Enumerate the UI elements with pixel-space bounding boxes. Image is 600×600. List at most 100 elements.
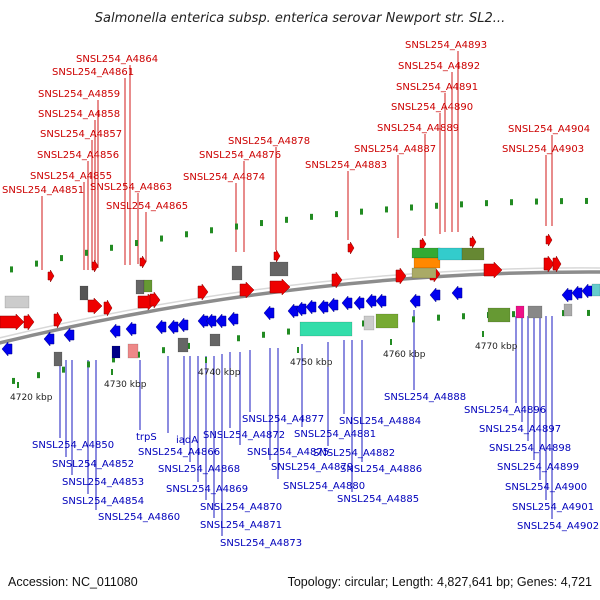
feature-box[interactable]: [413, 257, 441, 269]
reverse-gene-label[interactable]: SNSL254_A4881: [294, 429, 376, 440]
reverse-gene-arrow[interactable]: [215, 313, 227, 329]
reverse-gene-label[interactable]: SNSL254_A4884: [339, 416, 421, 427]
reverse-gene-arrow[interactable]: [409, 293, 421, 309]
feature-box[interactable]: [563, 303, 573, 317]
forward-gene-arrow[interactable]: [552, 255, 562, 273]
reverse-gene-label[interactable]: SNSL254_A4860: [98, 512, 180, 523]
feature-box[interactable]: [143, 279, 153, 293]
feature-box[interactable]: [461, 247, 485, 261]
forward-gene-arrow[interactable]: [0, 313, 25, 331]
forward-gene-label[interactable]: SNSL254_A4883: [305, 160, 387, 171]
forward-gene-label[interactable]: SNSL254_A4890: [391, 102, 473, 113]
forward-gene-label[interactable]: SNSL254_A4887: [354, 144, 436, 155]
reverse-gene-label[interactable]: SNSL254_A4880: [283, 481, 365, 492]
reverse-gene-label[interactable]: SNSL254_A4871: [200, 520, 282, 531]
reverse-gene-label[interactable]: SNSL254_A4901: [512, 502, 594, 513]
feature-box[interactable]: [527, 305, 543, 319]
forward-gene-arrow[interactable]: [347, 241, 355, 255]
reverse-gene-label[interactable]: SNSL254_A4877: [242, 414, 324, 425]
reverse-gene-label[interactable]: SNSL254_A4850: [32, 440, 114, 451]
feature-box[interactable]: [363, 315, 375, 331]
reverse-gene-arrow[interactable]: [287, 303, 299, 319]
reverse-gene-arrow[interactable]: [375, 293, 387, 309]
reverse-gene-arrow[interactable]: [561, 287, 573, 303]
feature-box[interactable]: [299, 321, 353, 337]
reverse-gene-label[interactable]: SNSL254_A4899: [497, 462, 579, 473]
forward-gene-label[interactable]: SNSL254_A4855: [30, 171, 112, 182]
reverse-gene-label[interactable]: SNSL254_A4888: [384, 392, 466, 403]
reverse-gene-label[interactable]: SNSL254_A4898: [489, 443, 571, 454]
reverse-gene-arrow[interactable]: [353, 295, 365, 311]
feature-box[interactable]: [515, 305, 525, 319]
reverse-gene-arrow[interactable]: [263, 305, 275, 321]
reverse-gene-label[interactable]: SNSL254_A4869: [166, 484, 248, 495]
reverse-gene-arrow[interactable]: [227, 311, 239, 327]
reverse-gene-arrow[interactable]: [365, 293, 377, 309]
forward-gene-label[interactable]: SNSL254_A4851: [2, 185, 84, 196]
reverse-gene-label[interactable]: SNSL254_A4897: [479, 424, 561, 435]
reverse-gene-arrow[interactable]: [109, 323, 121, 339]
forward-gene-arrow[interactable]: [53, 311, 63, 329]
reverse-gene-arrow[interactable]: [327, 297, 339, 313]
reverse-gene-arrow[interactable]: [451, 285, 463, 301]
forward-gene-arrow[interactable]: [469, 235, 477, 249]
feature-box[interactable]: [437, 247, 463, 261]
forward-gene-arrow[interactable]: [103, 299, 113, 317]
forward-gene-label[interactable]: SNSL254_A4859: [38, 89, 120, 100]
forward-gene-arrow[interactable]: [269, 278, 291, 296]
feature-box[interactable]: [411, 247, 441, 259]
reverse-gene-arrow[interactable]: [295, 301, 307, 317]
feature-box[interactable]: [177, 337, 189, 353]
reverse-gene-label[interactable]: SNSL254_A4879: [271, 462, 353, 473]
feature-box[interactable]: [111, 345, 121, 359]
forward-gene-label[interactable]: SNSL254_A4878: [228, 136, 310, 147]
feature-box[interactable]: [231, 265, 243, 281]
feature-box[interactable]: [375, 313, 399, 329]
forward-gene-arrow[interactable]: [483, 261, 503, 279]
feature-box[interactable]: [79, 285, 89, 301]
forward-gene-arrow[interactable]: [139, 255, 147, 269]
forward-gene-arrow[interactable]: [543, 255, 555, 273]
reverse-gene-label[interactable]: SNSL254_A4872: [203, 430, 285, 441]
forward-gene-label[interactable]: SNSL254_A4861: [52, 67, 134, 78]
reverse-gene-arrow[interactable]: [571, 285, 583, 301]
forward-gene-label[interactable]: SNSL254_A4865: [106, 201, 188, 212]
forward-gene-arrow[interactable]: [47, 269, 55, 283]
reverse-gene-arrow[interactable]: [63, 327, 75, 343]
forward-gene-label[interactable]: SNSL254_A4876: [199, 150, 281, 161]
reverse-gene-label[interactable]: SNSL254_A4866: [138, 447, 220, 458]
forward-gene-arrow[interactable]: [149, 291, 161, 309]
reverse-gene-label[interactable]: SNSL254_A4873: [220, 538, 302, 549]
forward-gene-arrow[interactable]: [23, 313, 35, 331]
reverse-gene-arrow[interactable]: [155, 319, 167, 335]
reverse-gene-label[interactable]: SNSL254_A4852: [52, 459, 134, 470]
feature-box[interactable]: [53, 351, 63, 367]
reverse-gene-arrow[interactable]: [125, 321, 137, 337]
feature-box[interactable]: [487, 307, 511, 323]
reverse-gene-arrow[interactable]: [317, 299, 329, 315]
reverse-gene-label[interactable]: SNSL254_A4885: [337, 494, 419, 505]
forward-gene-arrow[interactable]: [87, 297, 103, 315]
feature-box[interactable]: [411, 267, 437, 279]
reverse-gene-label[interactable]: SNSL254_A4875: [247, 447, 329, 458]
feature-box[interactable]: [269, 261, 289, 277]
forward-gene-label[interactable]: SNSL254_A4889: [377, 123, 459, 134]
reverse-gene-label[interactable]: SNSL254_A4854: [62, 496, 144, 507]
reverse-gene-label[interactable]: iadA: [176, 435, 198, 446]
forward-gene-label[interactable]: SNSL254_A4904: [508, 124, 590, 135]
forward-gene-label[interactable]: SNSL254_A4874: [183, 172, 265, 183]
forward-gene-arrow[interactable]: [273, 249, 281, 263]
reverse-gene-label[interactable]: SNSL254_A4886: [340, 464, 422, 475]
reverse-gene-label[interactable]: SNSL254_A4896: [464, 405, 546, 416]
feature-box[interactable]: [209, 333, 221, 347]
forward-gene-label[interactable]: SNSL254_A4903: [502, 144, 584, 155]
reverse-gene-label[interactable]: SNSL254_A4882: [313, 448, 395, 459]
reverse-gene-arrow[interactable]: [197, 313, 209, 329]
forward-gene-arrow[interactable]: [331, 271, 343, 289]
reverse-gene-arrow[interactable]: [1, 341, 13, 357]
reverse-gene-label[interactable]: SNSL254_A4870: [200, 502, 282, 513]
reverse-gene-arrow[interactable]: [167, 319, 179, 335]
forward-gene-arrow[interactable]: [91, 259, 99, 273]
feature-box[interactable]: [591, 283, 600, 297]
reverse-gene-label[interactable]: SNSL254_A4900: [505, 482, 587, 493]
